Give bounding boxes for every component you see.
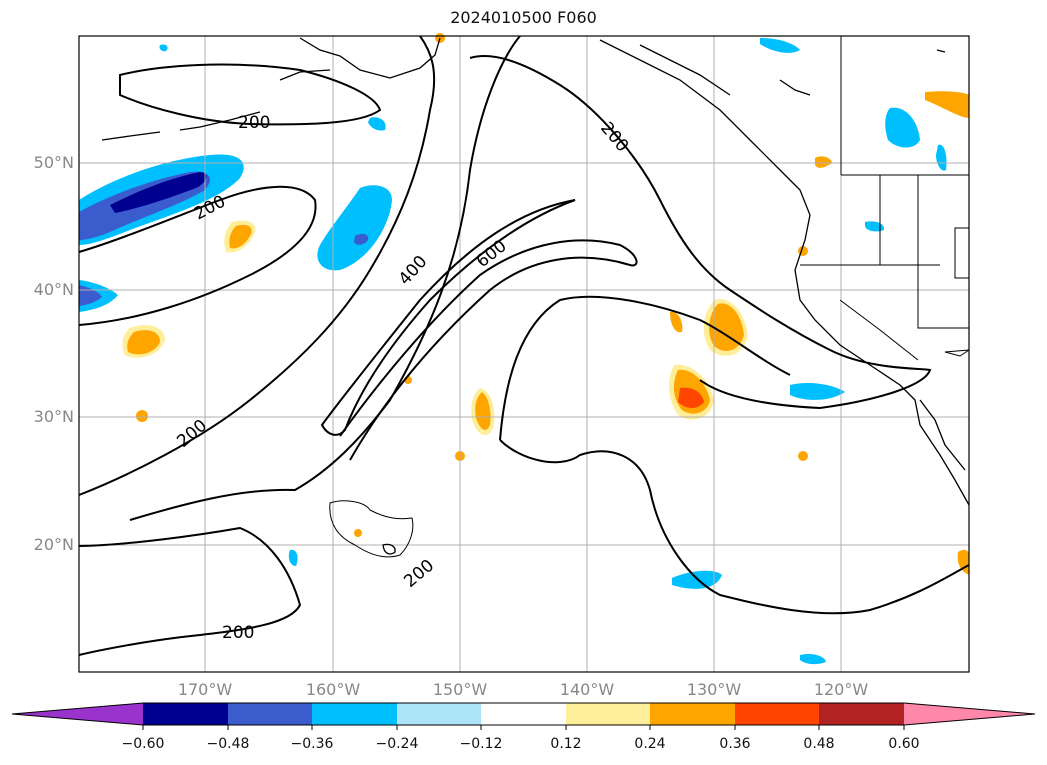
colorbar-swatch xyxy=(143,703,228,725)
lon-label: 150°W xyxy=(432,680,488,699)
lon-label: 120°W xyxy=(813,680,869,699)
shading-layer xyxy=(79,33,969,665)
borders xyxy=(800,36,970,361)
lat-label: 50°N xyxy=(33,153,74,172)
colorbar-tick-label: −0.36 xyxy=(290,736,334,752)
map-title: 2024010500 F060 xyxy=(450,8,597,27)
contour-label: 200 xyxy=(238,113,270,133)
colorbar-tick-label: 0.36 xyxy=(719,736,751,752)
colorbar-swatch xyxy=(566,703,650,725)
colorbar-tick-label: 0.12 xyxy=(550,736,582,752)
height-contours xyxy=(78,35,970,656)
lon-label: 170°W xyxy=(177,680,233,699)
colorbar-swatch xyxy=(819,703,904,725)
colorbar-swatch xyxy=(650,703,735,725)
colorbar-extend-low xyxy=(12,703,143,725)
colorbar-tick-label: −0.24 xyxy=(375,736,419,752)
colorbar-tick-label: 0.48 xyxy=(803,736,835,752)
colorbar xyxy=(11,702,1036,730)
colorbar-tick-label: −0.12 xyxy=(459,736,503,752)
lon-label: 160°W xyxy=(305,680,361,699)
coastlines xyxy=(101,37,970,558)
colorbar-tick-label: 0.60 xyxy=(888,736,920,752)
colorbar-swatch xyxy=(312,703,397,725)
lon-label: 130°W xyxy=(686,680,742,699)
map-frame xyxy=(78,35,970,673)
colorbar-swatch xyxy=(481,703,566,725)
colorbar-extend-high xyxy=(904,703,1035,725)
colorbar-swatch xyxy=(228,703,312,725)
lat-label: 30°N xyxy=(33,407,74,426)
lat-label: 20°N xyxy=(33,535,74,554)
colorbar-tick-label: 0.24 xyxy=(634,736,666,752)
contour-label: 200 xyxy=(222,623,254,643)
lat-label: 40°N xyxy=(33,280,74,299)
colorbar-swatch xyxy=(397,703,481,725)
lon-label: 140°W xyxy=(559,680,615,699)
colorbar-tick-label: −0.60 xyxy=(121,736,165,752)
colorbar-swatch xyxy=(735,703,819,725)
colorbar-tick-label: −0.48 xyxy=(206,736,250,752)
